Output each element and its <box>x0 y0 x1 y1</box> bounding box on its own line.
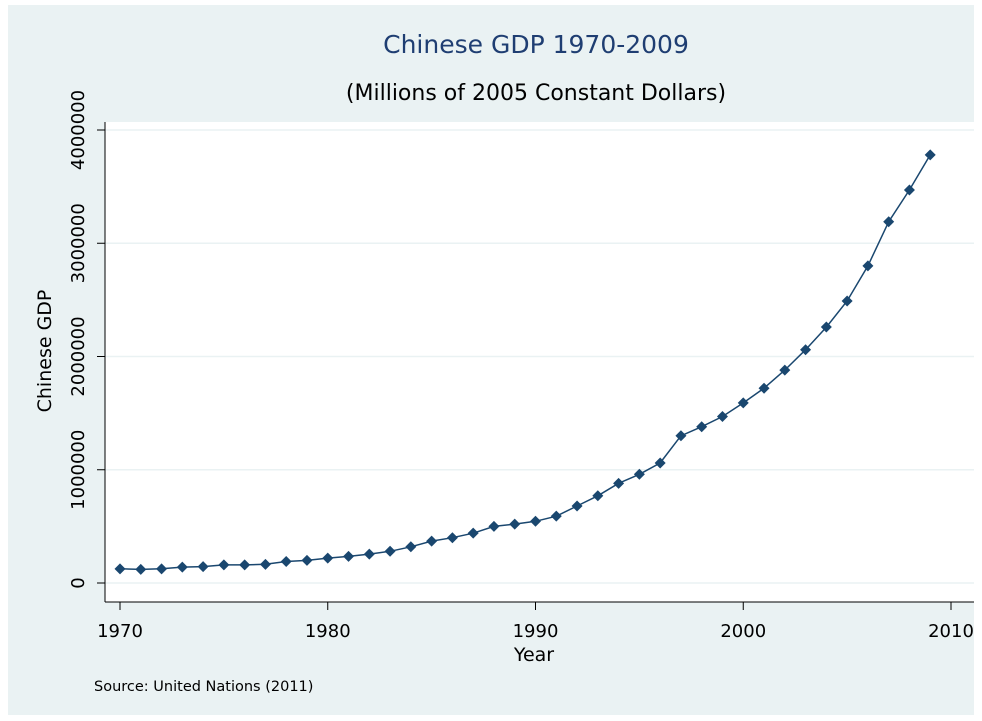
y-tick-label: 4000000 <box>68 90 89 170</box>
data-point <box>737 397 749 409</box>
y-tick-label: 0 <box>68 577 89 588</box>
data-point <box>135 563 147 575</box>
chart-title: Chinese GDP 1970-2009 <box>383 30 689 59</box>
data-point <box>239 559 251 571</box>
data-point <box>613 477 625 489</box>
data-point <box>675 430 687 442</box>
series-gdp <box>114 149 936 575</box>
data-point <box>259 558 271 570</box>
data-point <box>218 559 230 571</box>
data-point <box>114 563 126 575</box>
data-point <box>322 552 334 564</box>
x-tick-label: 2010 <box>928 621 974 642</box>
data-point <box>883 216 895 228</box>
chart-figure: 0 1000000 2000000 3000000 4000000 1970 1980 199… <box>8 5 974 715</box>
data-point <box>571 500 583 512</box>
data-point <box>633 468 645 480</box>
data-point <box>841 295 853 307</box>
data-point <box>176 561 188 573</box>
data-point <box>550 510 562 522</box>
data-point <box>862 260 874 272</box>
data-point <box>405 541 417 553</box>
data-point <box>446 532 458 544</box>
data-point <box>592 490 604 502</box>
data-point <box>384 545 396 557</box>
data-point <box>530 515 541 527</box>
data-point <box>716 411 728 423</box>
chart-svg: 0 1000000 2000000 3000000 4000000 1970 1980 199… <box>34 30 974 695</box>
y-tick-label: 1000000 <box>68 430 89 510</box>
data-point <box>696 421 708 433</box>
y-tick-label: 3000000 <box>68 203 89 283</box>
data-point <box>343 550 355 562</box>
data-point <box>156 563 168 575</box>
data-point <box>758 382 770 394</box>
data-point <box>924 149 936 161</box>
data-point <box>467 527 479 539</box>
data-point <box>820 321 832 333</box>
data-point <box>280 555 292 567</box>
chart-subtitle: (Millions of 2005 Constant Dollars) <box>346 81 726 106</box>
y-axis-label: Chinese GDP <box>34 290 56 413</box>
x-tick-label: 1980 <box>305 621 351 642</box>
data-point <box>426 535 438 547</box>
x-tick-label: 1970 <box>97 621 143 642</box>
data-point <box>779 364 791 376</box>
x-tick-label: 1990 <box>513 621 559 642</box>
data-point <box>197 561 209 573</box>
x-tick-label: 2000 <box>720 621 766 642</box>
data-point <box>488 520 500 532</box>
data-point <box>363 548 375 560</box>
series-line <box>119 154 931 571</box>
grid-lines <box>105 129 974 584</box>
data-point <box>509 518 521 530</box>
data-point <box>654 457 666 469</box>
plot-area <box>105 122 974 602</box>
x-axis-label: Year <box>513 644 554 666</box>
data-point <box>903 184 915 196</box>
y-tick-label: 2000000 <box>68 316 89 396</box>
axes: 0 1000000 2000000 3000000 4000000 1970 1980 199… <box>68 90 974 642</box>
source-note: Source: United Nations (2011) <box>94 679 313 695</box>
data-point <box>301 554 313 566</box>
data-point <box>800 344 812 356</box>
